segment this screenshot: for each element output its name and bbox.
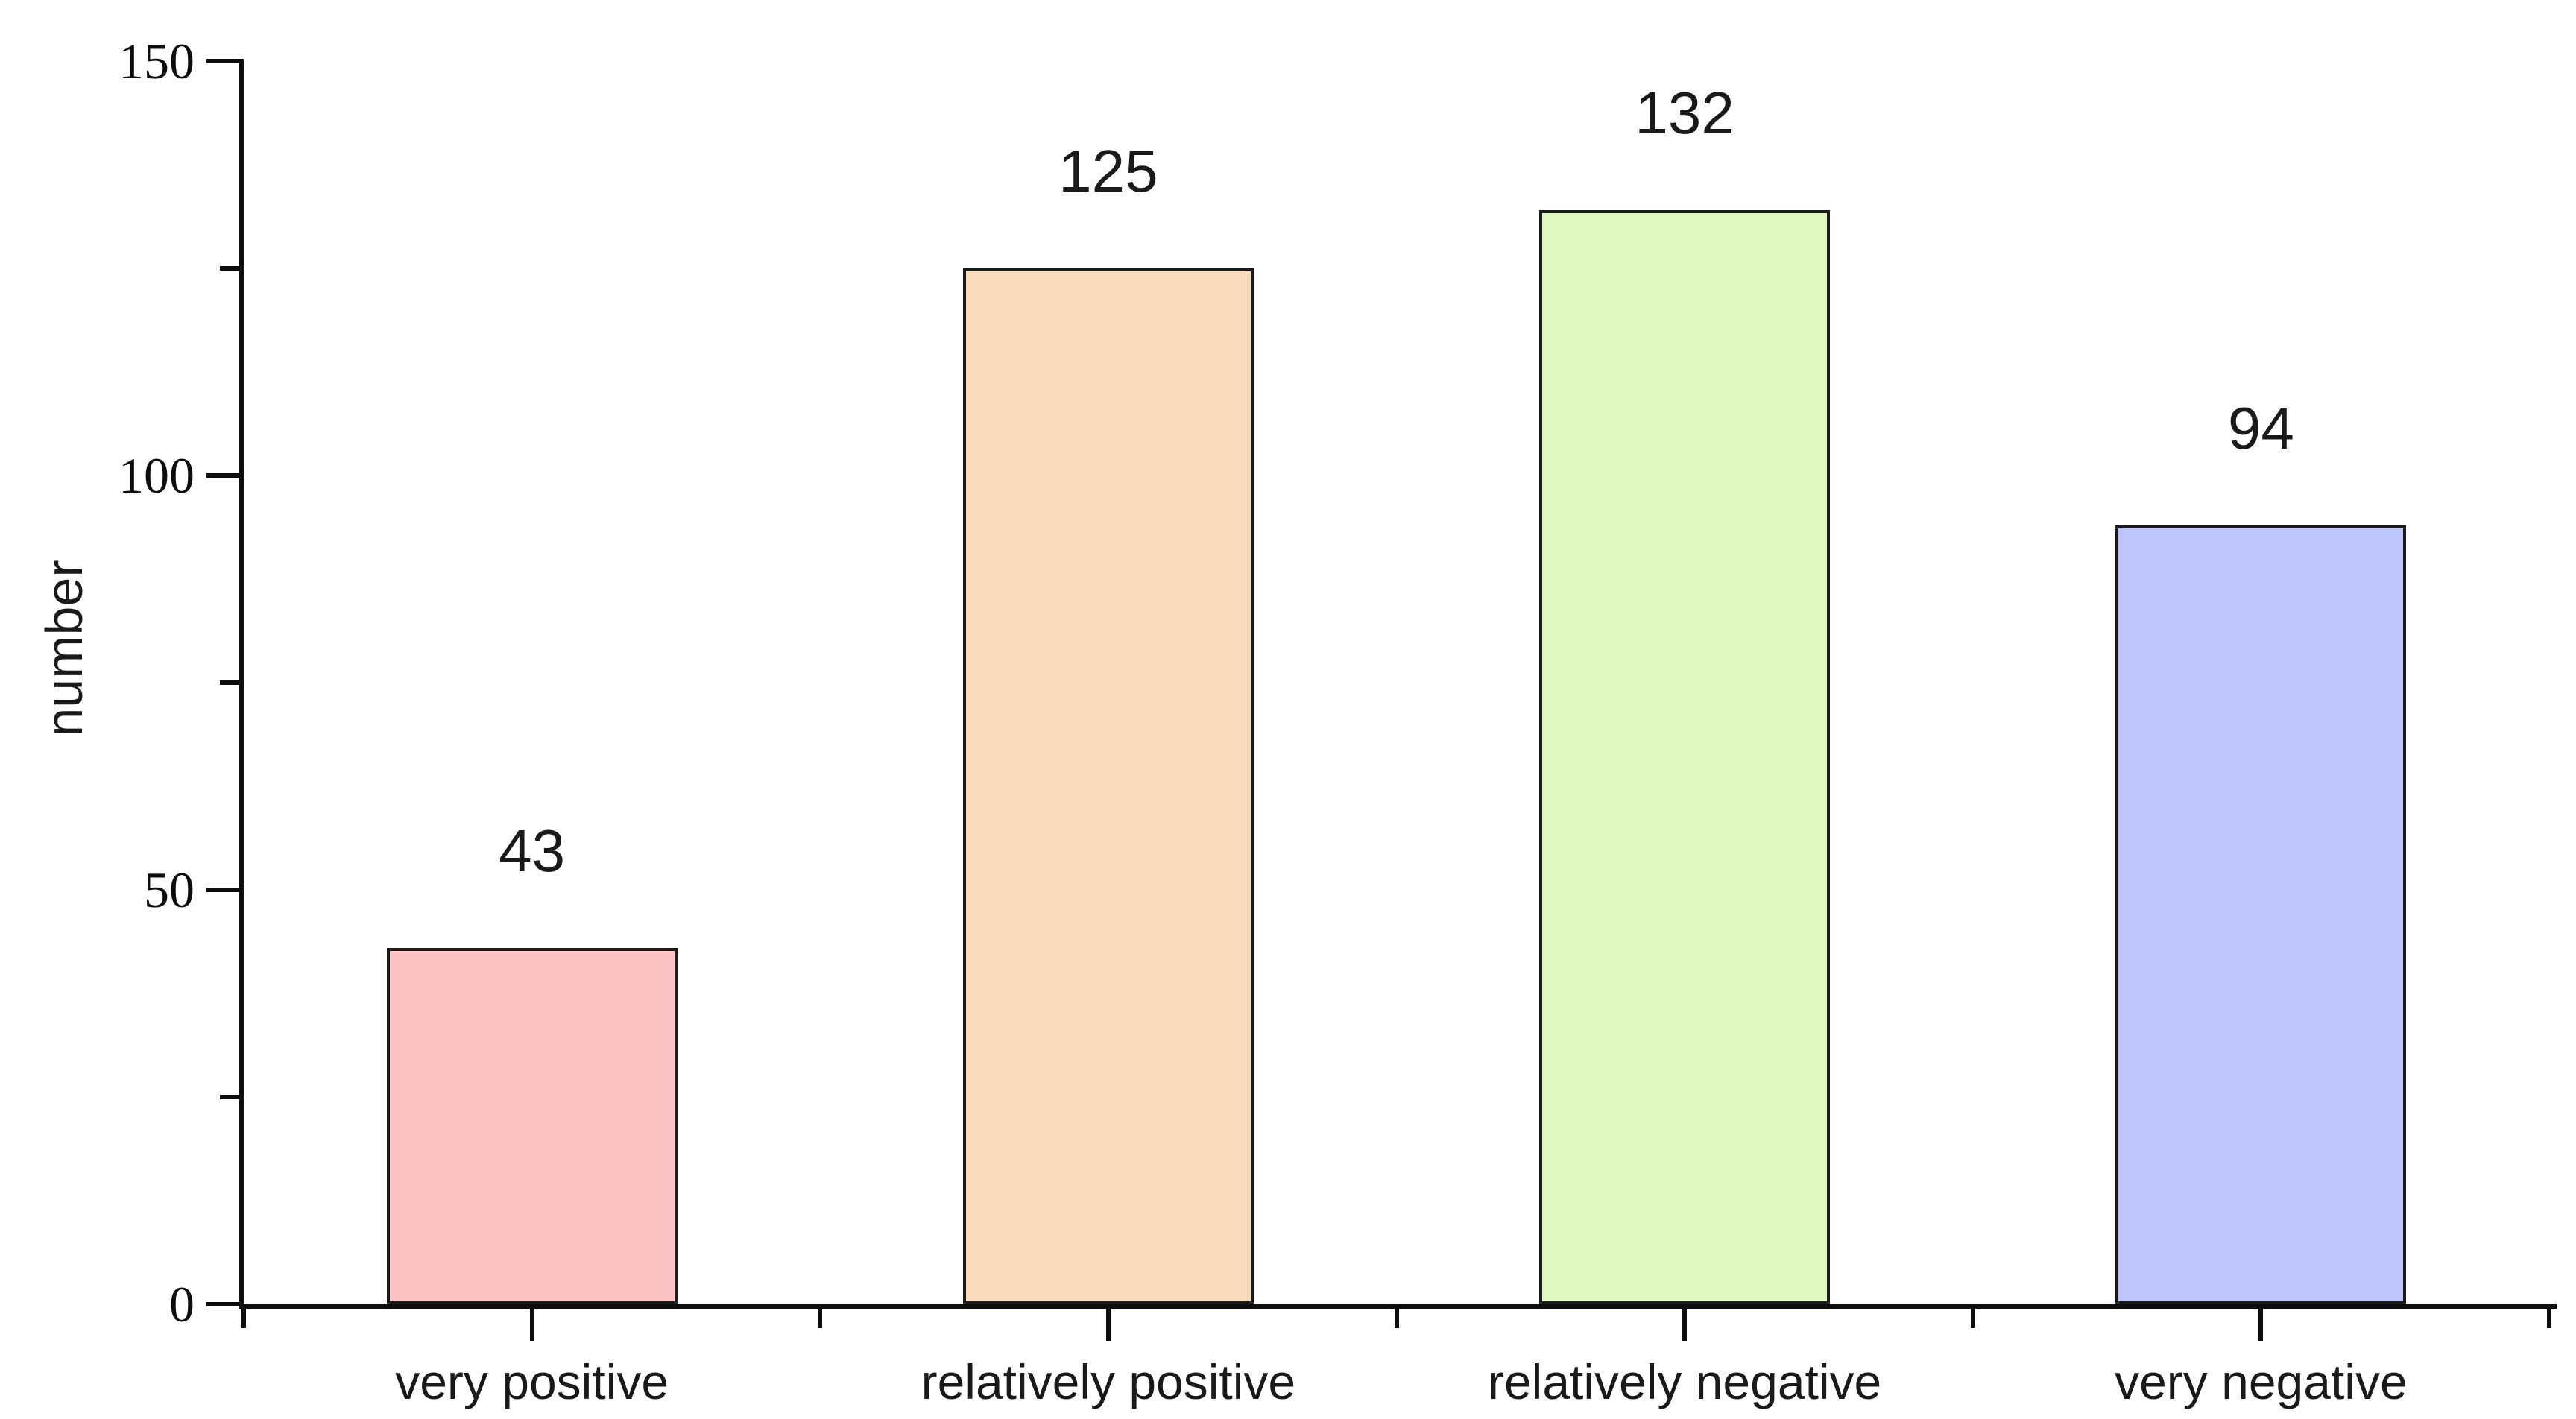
y-minor-tick xyxy=(220,266,239,271)
y-axis-title: number xyxy=(35,560,93,737)
bar-very-negative xyxy=(2115,525,2407,1304)
x-minor-tick xyxy=(1394,1309,1399,1328)
bar-relatively-negative xyxy=(1539,210,1831,1304)
y-tick-label: 50 xyxy=(144,862,195,918)
x-major-tick xyxy=(1682,1309,1688,1341)
x-major-tick xyxy=(1105,1309,1111,1341)
y-minor-tick xyxy=(220,1095,239,1099)
bar-value-label: 43 xyxy=(499,817,566,884)
y-major-tick xyxy=(206,59,239,63)
y-tick-label: 0 xyxy=(169,1276,195,1333)
x-category-label: very positive xyxy=(395,1354,669,1409)
x-major-tick xyxy=(529,1309,534,1341)
bar-value-label: 94 xyxy=(2227,394,2294,461)
y-major-tick xyxy=(206,1302,239,1306)
x-minor-tick xyxy=(242,1309,246,1328)
x-major-tick xyxy=(2258,1309,2264,1341)
bar-very-positive xyxy=(386,947,678,1304)
x-category-label: very negative xyxy=(2115,1354,2408,1409)
y-minor-tick xyxy=(220,680,239,685)
y-major-tick xyxy=(206,888,239,892)
y-major-tick xyxy=(206,473,239,478)
x-minor-tick xyxy=(818,1309,823,1328)
x-category-label: relatively negative xyxy=(1487,1354,1882,1409)
bar-relatively-positive xyxy=(962,268,1254,1304)
x-category-label: relatively positive xyxy=(921,1354,1296,1409)
x-axis-line xyxy=(239,1304,2557,1309)
y-axis-line xyxy=(239,59,244,1306)
y-tick-label: 150 xyxy=(119,33,195,89)
bar-value-label: 132 xyxy=(1635,80,1734,147)
x-minor-tick xyxy=(1970,1309,1975,1328)
y-tick-label: 100 xyxy=(119,447,195,504)
bar-value-label: 125 xyxy=(1058,138,1158,204)
x-minor-tick xyxy=(2547,1309,2551,1328)
